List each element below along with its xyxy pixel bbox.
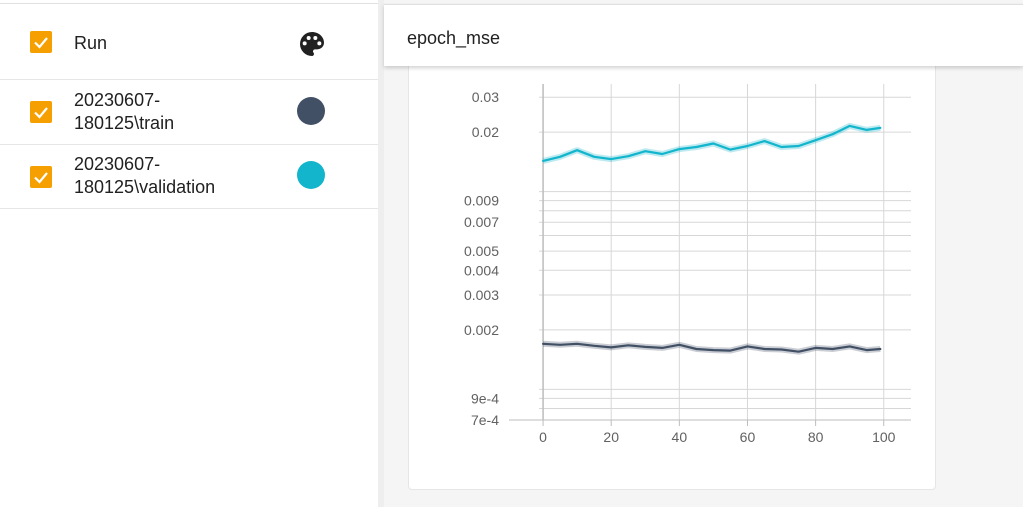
run-color-swatch-train[interactable] — [297, 97, 325, 125]
epoch-mse-chart[interactable]: 0 20 40 60 80 100 0.03 0.02 0.009 0.007 0.005 0.004… — [409, 63, 937, 491]
x-tick-label: 80 — [808, 429, 824, 445]
run-label-train: 20230607- 180125\train — [74, 90, 175, 133]
runs-header-row: Run — [0, 4, 378, 80]
panel-divider[interactable] — [378, 0, 384, 507]
run-row-train[interactable]: 20230607- 180125\train — [0, 80, 378, 145]
y-tick-label: 0.005 — [464, 243, 499, 259]
run-checkbox-train[interactable] — [30, 101, 52, 123]
scalars-panel: epoch_mse 0 20 40 60 80 100 0.03 0.02 0.009 0.007… — [384, 0, 1023, 507]
y-tick-label: 0.007 — [464, 214, 499, 230]
y-tick-label: 0.002 — [464, 322, 499, 338]
x-tick-label: 100 — [872, 429, 896, 445]
run-checkbox-validation[interactable] — [30, 166, 52, 188]
top-edge — [0, 0, 378, 4]
runs-panel: Run 20230607- 180125\train 20230607- 180… — [0, 0, 378, 507]
check-icon — [34, 37, 48, 49]
x-tick-label: 20 — [603, 429, 619, 445]
x-tick-label: 0 — [539, 429, 547, 445]
chart-card: 0 20 40 60 80 100 0.03 0.02 0.009 0.007 0.005 0.004… — [408, 62, 936, 490]
y-tick-label: 0.004 — [464, 262, 499, 278]
check-icon — [34, 107, 48, 119]
y-tick-label: 0.02 — [472, 124, 499, 140]
card-header: epoch_mse — [384, 4, 1023, 66]
check-icon — [34, 172, 48, 184]
y-tick-label: 7e-4 — [471, 412, 499, 428]
run-color-swatch-validation[interactable] — [297, 161, 325, 189]
run-label-validation: 20230607- 180125\validation — [74, 154, 216, 197]
select-all-checkbox[interactable] — [30, 31, 52, 53]
y-tick-label: 0.03 — [472, 89, 499, 105]
series-line-0 — [542, 124, 882, 163]
x-tick-label: 40 — [672, 429, 688, 445]
y-tick-label: 9e-4 — [471, 390, 499, 406]
x-tick-label: 60 — [740, 429, 756, 445]
run-row-validation[interactable]: 20230607- 180125\validation — [0, 145, 378, 209]
palette-icon[interactable] — [296, 28, 328, 60]
y-tick-label: 0.003 — [464, 287, 499, 303]
card-title: epoch_mse — [407, 28, 501, 48]
runs-header-label: Run — [74, 33, 108, 53]
y-tick-label: 0.009 — [464, 193, 499, 209]
